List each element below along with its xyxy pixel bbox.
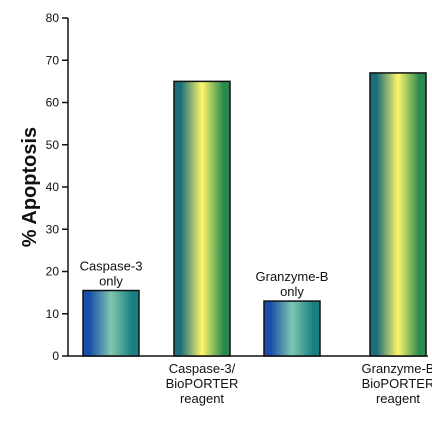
y-tick-label-50: 50	[46, 138, 60, 152]
bar-4	[369, 72, 427, 357]
bar-3	[263, 300, 321, 357]
category-label-line: Caspase-3	[80, 259, 143, 274]
category-label-3: Granzyme-B only	[256, 269, 329, 299]
category-label-4: Granzyme-B BioPORTER reagent	[362, 361, 432, 406]
axes: 0 10 20 30 40 50 60 70 80	[46, 11, 428, 363]
y-tick-label-70: 70	[46, 53, 60, 67]
category-label-line: Granzyme-B	[362, 361, 432, 376]
y-tick-label-20: 20	[46, 265, 60, 279]
category-label-2: Caspase-3/BioPORTER reagent	[166, 361, 239, 406]
bar-2	[173, 80, 231, 357]
y-tick-label-30: 30	[46, 222, 60, 236]
category-label-line: Caspase-3/	[169, 361, 236, 376]
category-label-line: BioPORTER	[362, 376, 432, 391]
y-tick-label-10: 10	[46, 307, 60, 321]
category-label-line: BioPORTER	[166, 376, 239, 391]
category-label-line: only	[280, 284, 304, 299]
y-tick-label-0: 0	[52, 349, 59, 363]
category-label-1: Caspase-3 only	[80, 259, 143, 289]
y-tick-label-80: 80	[46, 11, 60, 25]
category-label-line: reagent	[376, 391, 420, 406]
bar-1	[82, 289, 140, 357]
bars	[82, 72, 427, 357]
y-tick-label-40: 40	[46, 180, 60, 194]
y-tick-label-60: 60	[46, 96, 60, 110]
y-axis-title: % Apoptosis	[19, 127, 41, 247]
category-label-line: Granzyme-B	[256, 269, 329, 284]
category-label-line: only	[99, 274, 123, 289]
category-label-line: reagent	[180, 391, 224, 406]
